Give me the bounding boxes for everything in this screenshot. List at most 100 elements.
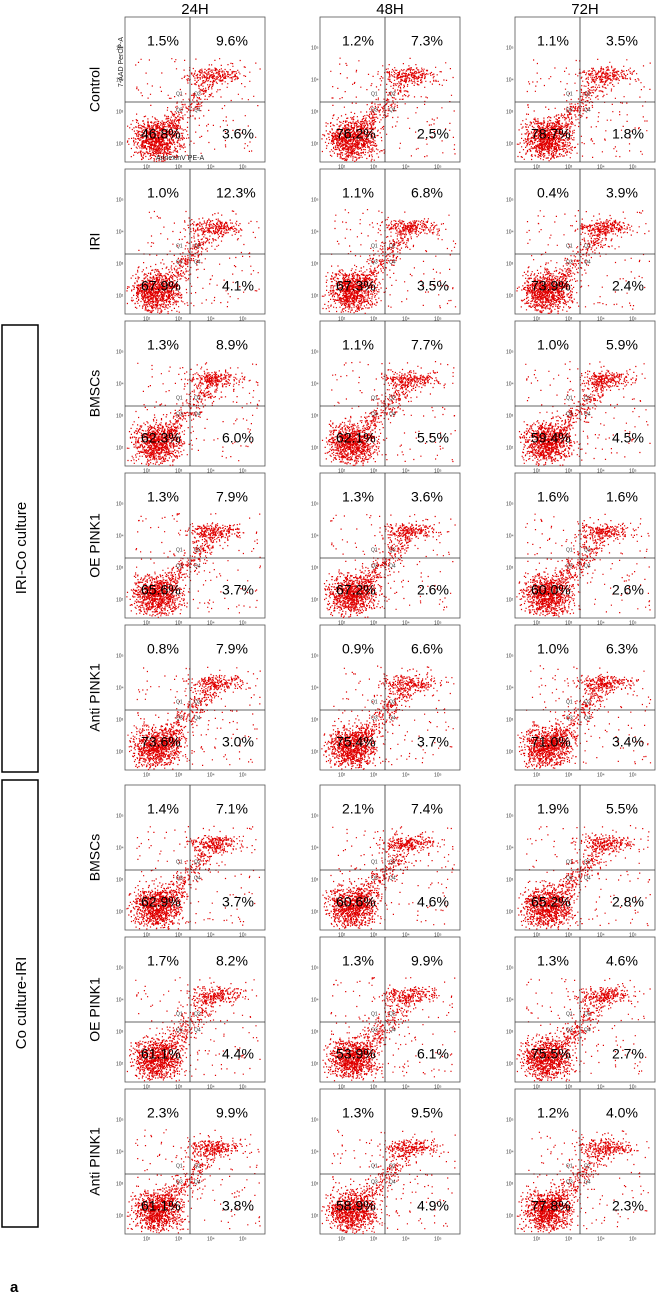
y-tick-label: 10² [506, 141, 514, 147]
y-tick-label: 10⁴ [311, 77, 319, 83]
quadrant-name: Q2 [194, 1163, 201, 1169]
quadrant-name: Q1 [566, 243, 573, 249]
scatter-dots [127, 666, 261, 771]
quadrant-name: Q2 [584, 859, 591, 865]
scatter-dots [517, 665, 652, 770]
quadrant-name: Q4 [194, 411, 201, 417]
quadrant-percent: 1.3% [342, 1105, 374, 1121]
y-tick-label: 10³ [311, 1029, 319, 1035]
quadrant-percent: 9.5% [411, 1105, 443, 1121]
y-tick-label: 10² [506, 909, 514, 915]
quadrant-percent: 61.1% [141, 1046, 181, 1062]
x-tick-label: 10³ [175, 1236, 183, 1242]
x-tick-label: 10³ [175, 932, 183, 938]
quadrant-name: Q4 [584, 107, 591, 113]
quadrant-percent: 2.6% [612, 582, 644, 598]
quadrant-name: Q2 [194, 395, 201, 401]
quadrant-name: Q4 [584, 563, 591, 569]
y-tick-label: 10³ [116, 565, 124, 571]
y-tick-label: 10⁴ [311, 845, 319, 851]
quadrant-percent: 1.5% [147, 33, 179, 49]
x-tick-label: 10⁴ [207, 772, 215, 778]
quadrant-percent: 6.3% [606, 641, 638, 657]
quadrant-percent: 5.5% [606, 801, 638, 817]
y-tick-label: 10⁵ [311, 197, 319, 203]
quadrant-name: Q1 [566, 1011, 573, 1017]
quadrant-percent: 1.3% [342, 489, 374, 505]
quadrant-name: Q3 [371, 875, 378, 881]
quadrant-percent: 6.8% [411, 185, 443, 201]
y-tick-label: 10⁴ [506, 997, 514, 1003]
quadrant-name: Q3 [566, 107, 573, 113]
y-tick-label: 10⁴ [506, 533, 514, 539]
column-header: 48H [376, 1, 404, 18]
scatter-dots [323, 514, 456, 619]
quadrant-percent: 2.4% [612, 278, 644, 294]
x-tick-label: 10² [143, 468, 151, 474]
quadrant-percent: 58.9% [336, 1198, 376, 1214]
quadrant-name: Q2 [584, 395, 591, 401]
x-tick-label: 10² [338, 164, 346, 170]
x-tick-label: 10³ [565, 468, 573, 474]
x-tick-label: 10⁴ [402, 1236, 410, 1242]
quadrant-name: Q3 [371, 563, 378, 569]
quadrant-percent: 9.6% [216, 33, 248, 49]
y-tick-label: 10⁵ [116, 1117, 124, 1123]
y-tick-label: 10³ [506, 717, 514, 723]
scatter-dots [126, 977, 261, 1082]
quadrant-name: Q4 [389, 1027, 396, 1033]
scatter-dots [321, 1129, 456, 1235]
x-tick-label: 10² [338, 468, 346, 474]
y-tick-label: 10³ [311, 565, 319, 571]
x-tick-label: 10⁴ [207, 1084, 215, 1090]
y-tick-label: 10³ [116, 717, 124, 723]
quadrant-name: Q4 [194, 875, 201, 881]
quadrant-name: Q4 [389, 1179, 396, 1185]
quadrant-percent: 1.8% [612, 126, 644, 142]
x-tick-label: 10² [338, 1084, 346, 1090]
plot-frame [319, 472, 461, 619]
y-tick-label: 10⁴ [506, 77, 514, 83]
quadrant-percent: 65.6% [141, 582, 181, 598]
x-tick-label: 10² [533, 164, 541, 170]
quadrant-percent: 67.9% [141, 278, 181, 294]
quadrant-percent: 3.5% [606, 33, 638, 49]
scatter-dots [322, 826, 455, 930]
x-tick-label: 10⁴ [207, 620, 215, 626]
y-tick-label: 10² [116, 141, 124, 147]
quadrant-percent: 62.1% [336, 430, 376, 446]
y-tick-label: 10⁴ [311, 685, 319, 691]
y-tick-label: 10² [311, 749, 319, 755]
y-tick-label: 10² [506, 597, 514, 603]
quadrant-name: Q1 [371, 91, 378, 97]
scatter-dots [321, 361, 456, 467]
x-tick-label: 10³ [370, 620, 378, 626]
quadrant-name: Q2 [194, 699, 201, 705]
x-tick-label: 10⁴ [597, 468, 605, 474]
scatter-dots [126, 1129, 261, 1234]
x-tick-label: 10⁴ [402, 772, 410, 778]
y-tick-label: 10² [311, 1061, 319, 1067]
x-tick-label: 10³ [565, 620, 573, 626]
y-tick-label: 10⁴ [311, 533, 319, 539]
quadrant-name: Q3 [566, 1179, 573, 1185]
y-tick-label: 10³ [506, 1029, 514, 1035]
y-tick-label: 10⁵ [506, 45, 514, 51]
x-tick-label: 10⁴ [597, 932, 605, 938]
quadrant-name: Q1 [566, 547, 573, 553]
x-tick-label: 10³ [565, 164, 573, 170]
quadrant-percent: 5.9% [606, 337, 638, 353]
quadrant-percent: 3.7% [222, 894, 254, 910]
quadrant-name: Q1 [176, 91, 183, 97]
x-tick-label: 10² [533, 1236, 541, 1242]
quadrant-name: Q2 [194, 91, 201, 97]
x-tick-label: 10³ [175, 468, 183, 474]
x-tick-label: 10² [533, 620, 541, 626]
quadrant-percent: 4.6% [606, 953, 638, 969]
y-tick-label: 10⁴ [116, 381, 124, 387]
quadrant-percent: 3.6% [222, 126, 254, 142]
quadrant-name: Q3 [371, 411, 378, 417]
scatter-dots [321, 57, 456, 162]
x-tick-label: 10² [143, 316, 151, 322]
x-tick-label: 10⁴ [402, 468, 410, 474]
